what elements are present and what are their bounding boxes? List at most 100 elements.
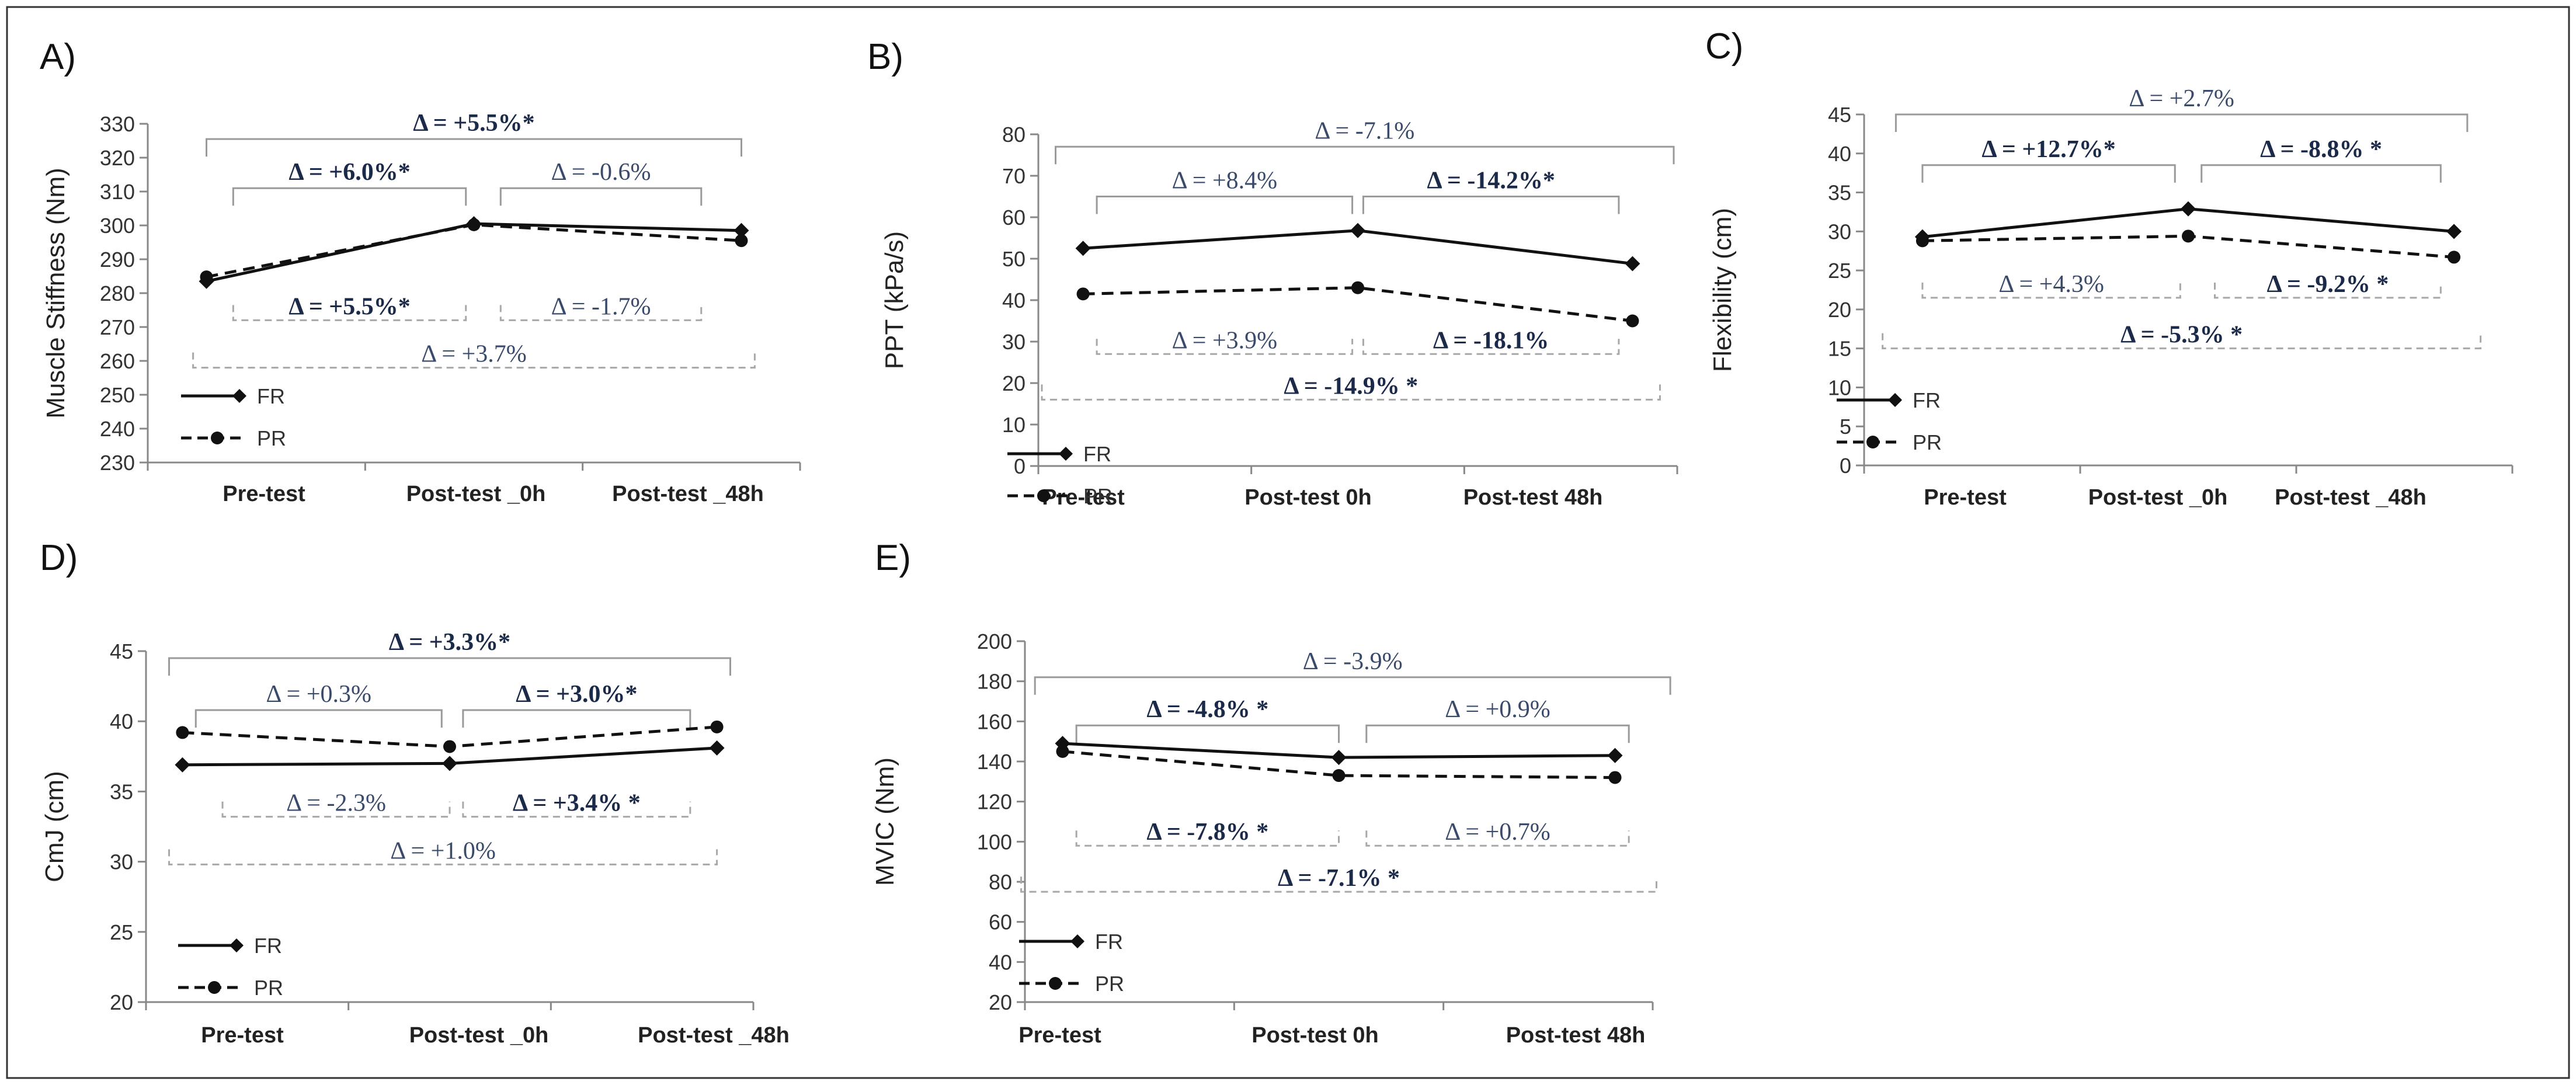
x-category-label: Pre-test	[1924, 485, 2007, 510]
x-category-label: Post-test 48h	[1463, 485, 1603, 510]
legend-label-pr: PR	[1095, 972, 1124, 996]
delta-bracket	[1365, 724, 1630, 743]
delta-annotation: Δ = -8.8% *	[2260, 136, 2382, 163]
panel-label: B)	[867, 37, 903, 77]
legend-label-pr: PR	[1083, 484, 1113, 508]
y-tick-label: 30	[1828, 220, 1851, 244]
delta-annotation: Δ = -2.3%	[286, 790, 386, 817]
panel-label: A)	[40, 37, 76, 77]
data-point-pr	[735, 234, 748, 248]
y-tick-label: 240	[100, 417, 135, 441]
chart-panel-5: E) MVIC (Nm) 20 40 60 80 100 120 140 160 180 200 Pre…	[871, 538, 1671, 1048]
delta-annotation: Δ = +0.3%	[266, 681, 371, 708]
y-tick-label: 20	[989, 990, 1012, 1014]
delta-bracket	[499, 305, 703, 321]
legend: FR PR	[1007, 442, 1113, 508]
delta-annotation: Δ = +6.0%*	[288, 159, 410, 186]
data-point-fr	[1075, 241, 1091, 256]
delta-annotation: Δ = -0.6%	[551, 159, 651, 186]
legend-marker-fr	[1059, 447, 1073, 461]
panel-label: E)	[875, 538, 911, 578]
legend-label-fr: FR	[1095, 930, 1123, 954]
y-tick-label: 45	[110, 639, 133, 663]
delta-annotation: Δ = +3.0%*	[516, 681, 637, 708]
y-tick-label: 80	[1002, 123, 1025, 147]
chart-panel-3: C) Flexibility (cm) 0 5 10 15 20 25 30 35 40 45 Pre-…	[1705, 26, 2514, 510]
legend: FR PR	[181, 384, 286, 450]
y-tick-label: 25	[110, 920, 133, 944]
data-point-pr	[1076, 287, 1090, 301]
delta-bracket	[232, 305, 467, 321]
y-tick-label: 20	[1828, 298, 1851, 322]
delta-bracket	[1921, 282, 2181, 299]
delta-bracket	[2214, 282, 2442, 299]
chart-panel-4: D) CmJ (cm) 20 25 30 35 40 45 Pre-test Post-test …	[40, 538, 790, 1048]
delta-annotation: Δ = +5.5%*	[288, 293, 410, 320]
legend-marker-fr	[1070, 934, 1084, 948]
y-tick-label: 20	[1002, 371, 1025, 395]
y-tick-label: 30	[110, 850, 133, 874]
data-point-pr	[1608, 771, 1622, 784]
data-point-pr	[443, 740, 456, 753]
delta-bracket	[1034, 676, 1671, 695]
delta-bracket	[1055, 145, 1675, 165]
legend-marker-pr	[1037, 489, 1050, 502]
data-point-pr	[1351, 281, 1364, 294]
y-tick-label: 180	[977, 670, 1012, 694]
delta-bracket	[168, 657, 731, 676]
y-tick-label: 20	[110, 990, 133, 1014]
delta-annotation: Δ = +8.4%	[1172, 168, 1278, 194]
delta-annotation: Δ = -14.2%*	[1427, 168, 1555, 194]
data-point-fr	[1350, 222, 1365, 238]
charts-group: A)Muscle Stiffness (Nm)23024025026027028…	[40, 26, 2514, 1048]
y-tick-label: 35	[1828, 181, 1851, 205]
y-tick-label: 25	[1828, 259, 1851, 283]
delta-annotation: Δ = +12.7%*	[1981, 136, 2115, 163]
data-point-pr	[1626, 314, 1639, 328]
delta-annotation: Δ = +0.7%	[1445, 819, 1551, 846]
y-tick-label: 230	[100, 451, 135, 475]
y-tick-label: 280	[100, 281, 135, 305]
delta-bracket	[1894, 113, 2469, 132]
delta-bracket	[1921, 164, 2176, 183]
delta-annotation: Δ = +3.7%	[421, 341, 527, 368]
delta-annotation: Δ = +5.5%*	[413, 110, 534, 137]
legend: FR PR	[1019, 930, 1124, 996]
data-point-fr	[2181, 201, 2196, 217]
delta-bracket	[1075, 830, 1340, 847]
delta-bracket	[1096, 196, 1354, 214]
y-tick-label: 200	[977, 630, 1012, 653]
legend-label-fr: FR	[1083, 442, 1111, 466]
y-tick-label: 40	[1002, 288, 1025, 312]
series-line-pr	[1083, 286, 1633, 322]
x-category-label: Post-test _48h	[612, 482, 764, 506]
data-point-pr	[1056, 745, 1069, 758]
delta-bracket	[1365, 830, 1630, 847]
y-tick-label: 160	[977, 710, 1012, 733]
y-tick-label: 140	[977, 750, 1012, 774]
y-tick-label: 70	[1002, 164, 1025, 188]
delta-annotation: Δ = +3.9%	[1172, 327, 1278, 354]
y-tick-label: 310	[100, 180, 135, 204]
delta-bracket	[1075, 724, 1340, 743]
delta-annotation: Δ = +1.0%	[390, 837, 496, 864]
y-axis-label: PPT (kPa/s)	[880, 231, 909, 369]
x-category-label: Post-test 0h	[1252, 1023, 1378, 1048]
y-axis-label: Muscle Stiffness (Nm)	[41, 168, 70, 419]
data-point-pr	[1916, 234, 1929, 248]
delta-bracket	[194, 709, 443, 728]
y-tick-label: 120	[977, 790, 1012, 814]
delta-bracket	[192, 352, 756, 369]
data-point-pr	[1332, 769, 1346, 783]
y-tick-label: 270	[100, 315, 135, 339]
delta-bracket	[1362, 339, 1620, 355]
delta-bracket	[1096, 339, 1354, 355]
data-point-fr	[709, 740, 725, 756]
y-tick-label: 330	[100, 112, 135, 136]
delta-bracket	[206, 138, 742, 157]
x-category-label: Post-test _48h	[2275, 485, 2426, 510]
y-tick-label: 60	[989, 910, 1012, 934]
legend-marker-pr	[211, 432, 224, 444]
y-tick-label: 40	[1828, 142, 1851, 166]
